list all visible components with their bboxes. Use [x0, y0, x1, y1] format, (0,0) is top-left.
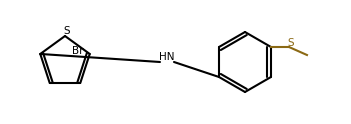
Text: HN: HN	[159, 52, 175, 62]
Text: Br: Br	[72, 46, 84, 56]
Text: S: S	[288, 38, 294, 48]
Text: S: S	[64, 26, 70, 36]
